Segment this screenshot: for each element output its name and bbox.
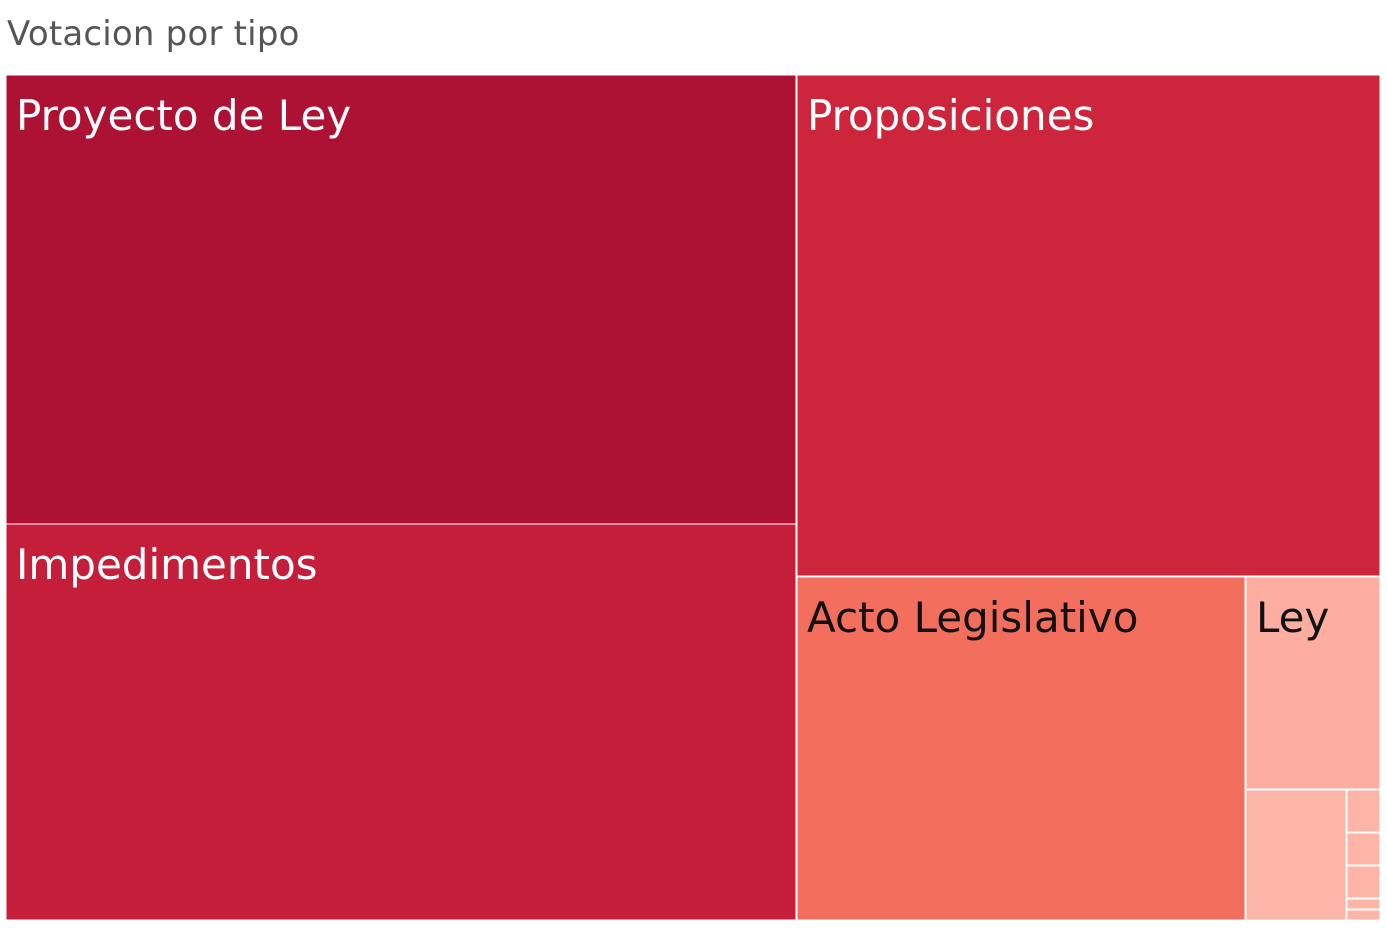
chart-title: Votacion por tipo — [7, 14, 300, 54]
treemap-label-proyecto-de-ley: Proyecto de Ley — [16, 91, 351, 140]
treemap-tile-item-8[interactable] — [1346, 832, 1381, 866]
treemap-label-acto-legislativo: Acto Legislativo — [807, 593, 1138, 642]
treemap-tile-item-6[interactable] — [1245, 789, 1347, 921]
treemap-tile-impedimentos[interactable] — [5, 523, 797, 921]
treemap-tile-item-7[interactable] — [1346, 789, 1381, 833]
treemap-label-impedimentos: Impedimentos — [16, 540, 318, 589]
treemap-tile-item-10[interactable] — [1346, 898, 1381, 910]
treemap-tile-proyecto-de-ley[interactable] — [5, 74, 797, 525]
treemap-tile-proposiciones[interactable] — [796, 74, 1381, 577]
treemap-tile-item-11[interactable] — [1346, 909, 1381, 921]
treemap-tile-acto-legislativo[interactable] — [796, 576, 1246, 921]
treemap-label-proposiciones: Proposiciones — [807, 91, 1094, 140]
treemap-label-ley: Ley — [1256, 593, 1329, 642]
treemap-tile-item-9[interactable] — [1346, 865, 1381, 899]
treemap-tile-ley[interactable] — [1245, 576, 1381, 790]
